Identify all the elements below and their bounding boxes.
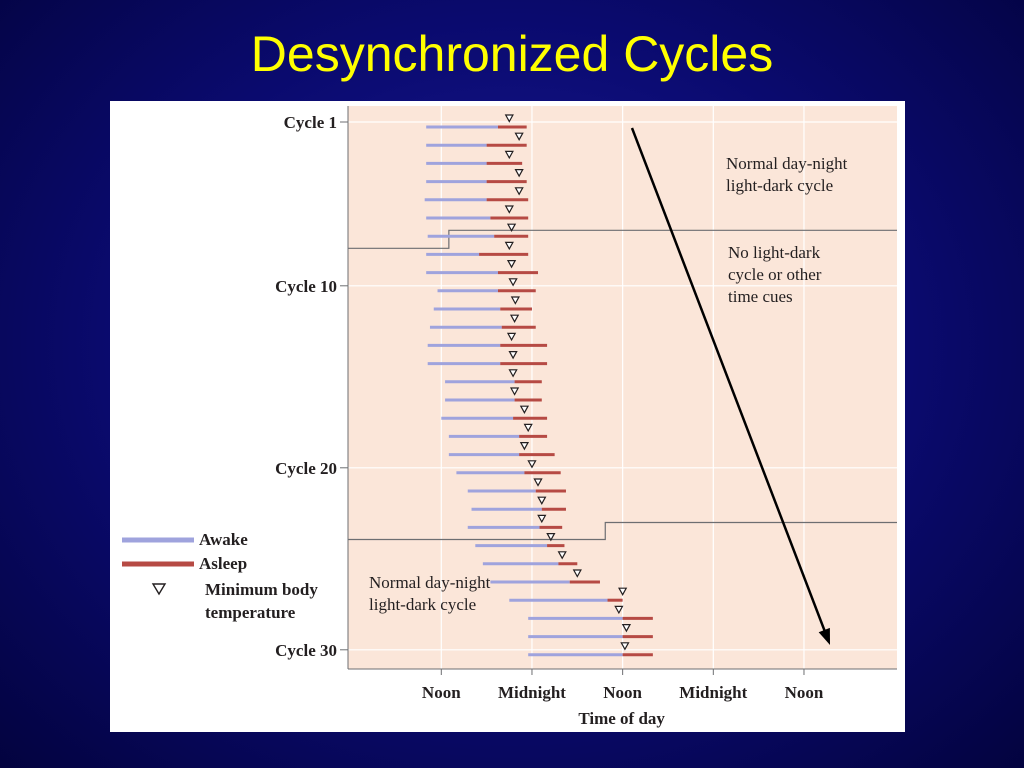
x-tick-label: Midnight — [498, 683, 566, 702]
chart-figure: Noon Midnight Noon Midnight Noon Time of day C… — [110, 101, 905, 732]
min-temp-marker — [614, 605, 624, 615]
trend-arrow — [630, 127, 829, 638]
annotation-no-cues: No light-dark — [728, 243, 821, 262]
legend-min-temp-icon — [151, 583, 167, 596]
legend-min-temp-label-2: temperature — [205, 603, 296, 622]
min-temp-marker — [618, 587, 628, 596]
annotation-normal-bottom: Normal day-night — [369, 573, 491, 592]
annotation-no-cues: time cues — [728, 287, 793, 306]
min-temp-marker — [504, 114, 514, 123]
phase-boundary-line — [348, 521, 897, 541]
slide-title: Desynchronized Cycles — [250, 26, 774, 82]
y-tick-label: Cycle 10 — [275, 277, 337, 296]
x-tick-label: Noon — [603, 683, 642, 702]
min-temp-marker — [508, 369, 518, 378]
min-temp-marker — [557, 551, 567, 560]
legend-asleep-label: Asleep — [199, 554, 247, 573]
min-temp-marker — [519, 442, 530, 451]
min-temp-marker — [527, 460, 537, 469]
min-temp-marker — [504, 205, 514, 214]
min-temp-marker — [572, 569, 582, 578]
annotation-normal-top: light-dark cycle — [726, 176, 833, 195]
x-tick-label: Noon — [422, 683, 461, 702]
min-temp-marker — [506, 223, 517, 232]
min-temp-marker — [509, 387, 520, 396]
x-axis-label: Time of day — [578, 709, 665, 728]
min-temp-marker — [537, 496, 547, 505]
min-temp-marker — [514, 132, 524, 141]
min-temp-marker — [509, 314, 520, 323]
min-temp-marker — [514, 187, 524, 196]
min-temp-marker — [504, 241, 514, 251]
x-tick-label: Noon — [785, 683, 824, 702]
min-temp-marker — [621, 623, 632, 633]
legend-awake-label: Awake — [199, 530, 248, 549]
annotation-no-cues: cycle or other — [728, 265, 822, 284]
legend-min-temp-label: Minimum body — [205, 580, 318, 599]
trend-arrow-head — [818, 627, 830, 645]
y-tick-label: Cycle 30 — [275, 641, 337, 660]
min-temp-marker — [533, 478, 543, 487]
y-tick-label: Cycle 1 — [284, 113, 337, 132]
min-temp-marker — [508, 351, 518, 360]
min-temp-marker — [510, 296, 520, 305]
min-temp-marker — [546, 533, 556, 542]
y-tick-label: Cycle 20 — [275, 459, 337, 478]
min-temp-marker — [537, 514, 547, 524]
x-tick-label: Midnight — [679, 683, 747, 702]
min-temp-marker — [519, 405, 530, 414]
min-temp-marker — [506, 260, 517, 269]
annotation-normal-top: Normal day-night — [726, 154, 848, 173]
min-temp-marker — [620, 642, 630, 651]
min-temp-marker — [504, 150, 514, 160]
min-temp-marker — [506, 332, 517, 342]
min-temp-marker — [523, 423, 533, 433]
chart-svg: Noon Midnight Noon Midnight Noon Time of day C… — [122, 106, 897, 728]
phase-boundary-line — [348, 229, 897, 249]
annotation-normal-bottom: light-dark cycle — [369, 595, 476, 614]
min-temp-marker — [508, 278, 518, 287]
min-temp-marker — [514, 168, 524, 178]
